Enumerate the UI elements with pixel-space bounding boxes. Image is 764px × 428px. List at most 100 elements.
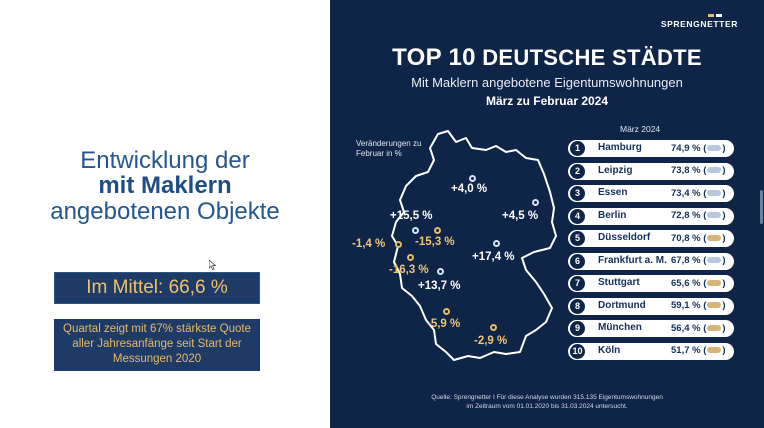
trend-up-icon [707, 144, 722, 151]
rank-value-text: 74,9 % [671, 142, 701, 154]
map-value-duesseldorf: -1,4 % [352, 238, 386, 250]
rank-number: 8 [570, 298, 585, 314]
brand-logo-mark-icon [708, 14, 722, 17]
ranking-month-label: März 2024 [620, 124, 661, 134]
rank-number: 6 [570, 253, 585, 269]
ranking-row: 9 München 56,4 % () [568, 320, 734, 337]
scrollbar[interactable] [758, 0, 764, 428]
map-marker-berlin [532, 199, 539, 206]
map-marker-koeln [407, 254, 414, 261]
rank-value: 73,4 % () [671, 187, 726, 199]
rank-value-text: 59,1 % [671, 300, 701, 311]
germany-outline [391, 130, 557, 361]
average-box: Im Mittel: 66,6 % [54, 272, 260, 304]
rank-number: 10 [570, 343, 585, 359]
slide-left-panel: Entwicklung der mit Maklern angebotenen … [0, 0, 330, 428]
trend-down-icon [707, 324, 722, 331]
scrollbar-thumb[interactable] [760, 190, 763, 224]
map-marker-muenchen [490, 324, 497, 331]
rank-city: Köln [598, 344, 621, 356]
rank-value-text: 65,6 % [671, 277, 701, 289]
ranking-row: 3 Essen 73,4 % () [568, 185, 734, 202]
slide-headline: Entwicklung der mit Maklern angebotenen … [20, 147, 310, 225]
headline-line-1: Entwicklung der [80, 147, 250, 174]
infographic-period: März zu Februar 2024 [485, 94, 609, 108]
map-marker-stuttgart [443, 308, 450, 315]
infographic-title: TOP 10 DEUTSCHE STÄDTE [330, 44, 764, 72]
rank-value: 67,8 % () [671, 255, 726, 266]
rank-value-text: 51,7 % [671, 345, 701, 356]
rank-value: 73,8 % () [671, 165, 726, 176]
ranking-row: 7 Stuttgart 65,6 % () [568, 275, 734, 292]
rank-value-text: 72,8 % [671, 210, 701, 221]
rank-number: 2 [570, 163, 585, 179]
trend-down-icon [707, 302, 722, 309]
trend-up-icon [707, 167, 722, 174]
rank-value: 74,9 % () [671, 142, 726, 154]
rank-value: 59,1 % () [671, 300, 726, 311]
map-value-stuttgart: -5,9 % [427, 318, 461, 330]
rank-city: Essen [598, 187, 628, 198]
rank-city: Leipzig [598, 164, 633, 176]
rank-value-text: 73,4 % [671, 187, 701, 199]
ranking-row: 2 Leipzig 73,8 % () [568, 162, 734, 180]
map-marker-dortmund [412, 227, 419, 234]
trend-down-icon [707, 347, 722, 354]
note-box: Quartal zeigt mit 67% stärkste Quote all… [54, 319, 260, 371]
source-note: Quelle: Sprengnetter I Für diese Analyse… [330, 393, 764, 411]
rank-number: 4 [570, 208, 585, 224]
trend-down-icon [707, 234, 722, 241]
mouse-cursor-icon [209, 260, 217, 270]
germany-map [391, 130, 557, 361]
map-value-hamburg: +4,0 % [451, 183, 488, 195]
ranking-list: 1 Hamburg 74,9 % () 2 Leipzig 73,8 % () … [568, 140, 734, 365]
map-marker-duesseldorf [395, 241, 402, 248]
rank-city: Hamburg [598, 142, 642, 153]
rank-value: 51,7 % () [671, 345, 726, 356]
infographic-panel: SPRENGNETTER TOP 10 DEUTSCHE STÄDTE Mit … [330, 0, 764, 428]
ranking-row: 5 Düsseldorf 70,8 % () [568, 230, 734, 247]
rank-number: 1 [570, 141, 585, 156]
trend-up-icon [707, 189, 722, 196]
source-line-1: Quelle: Sprengnetter I Für diese Analyse… [431, 394, 663, 401]
rank-value-text: 56,4 % [671, 322, 701, 334]
rank-city: Stuttgart [598, 277, 640, 288]
rank-city: Düsseldorf [598, 232, 651, 243]
map-value-koeln: -16,3 % [389, 264, 429, 276]
map-marker-frankfurt [437, 268, 444, 275]
rank-value: 70,8 % () [671, 232, 726, 244]
title-top10: TOP 10 [392, 44, 476, 71]
rank-city: München [598, 322, 642, 333]
rank-value-text: 73,8 % [671, 165, 701, 176]
ranking-row: 10 Köln 51,7 % () [568, 342, 734, 360]
trend-down-icon [707, 279, 722, 286]
rank-city: Frankfurt a. M. [598, 254, 667, 266]
headline-line-2: mit Maklern [98, 172, 232, 200]
map-value-essen: -15,3 % [415, 236, 455, 248]
trend-up-icon [707, 257, 722, 264]
map-caption: Veränderungen zu Februar in % [356, 139, 422, 158]
trend-up-icon [707, 212, 722, 219]
brand-logo: SPRENGNETTER [660, 19, 738, 29]
rank-value-text: 67,8 % [671, 255, 701, 266]
ranking-row: 6 Frankfurt a. M. 67,8 % () [568, 252, 734, 270]
map-marker-leipzig [493, 240, 500, 247]
rank-value: 56,4 % () [671, 322, 726, 334]
map-value-dortmund: +15,5 % [390, 210, 433, 222]
map-value-leipzig: +17,4 % [472, 251, 515, 263]
ranking-row: 8 Dortmund 59,1 % () [568, 297, 734, 315]
map-value-berlin: +4,5 % [502, 210, 539, 222]
map-marker-essen [434, 227, 441, 234]
map-value-frankfurt: +13,7 % [418, 280, 461, 292]
rank-number: 7 [570, 276, 585, 291]
infographic-subtitle: Mit Maklern angebotene Eigentumswohnunge… [411, 75, 683, 90]
map-value-muenchen: -2,9 % [474, 335, 508, 347]
rank-number: 5 [570, 231, 585, 246]
map-marker-hamburg [469, 175, 476, 182]
rank-value-text: 70,8 % [671, 232, 701, 244]
rank-city: Dortmund [598, 299, 646, 311]
title-rest: DEUTSCHE STÄDTE [482, 45, 702, 70]
headline-line-3: angebotenen Objekte [50, 197, 280, 225]
rank-number: 3 [570, 186, 585, 201]
ranking-row: 1 Hamburg 74,9 % () [568, 140, 734, 157]
